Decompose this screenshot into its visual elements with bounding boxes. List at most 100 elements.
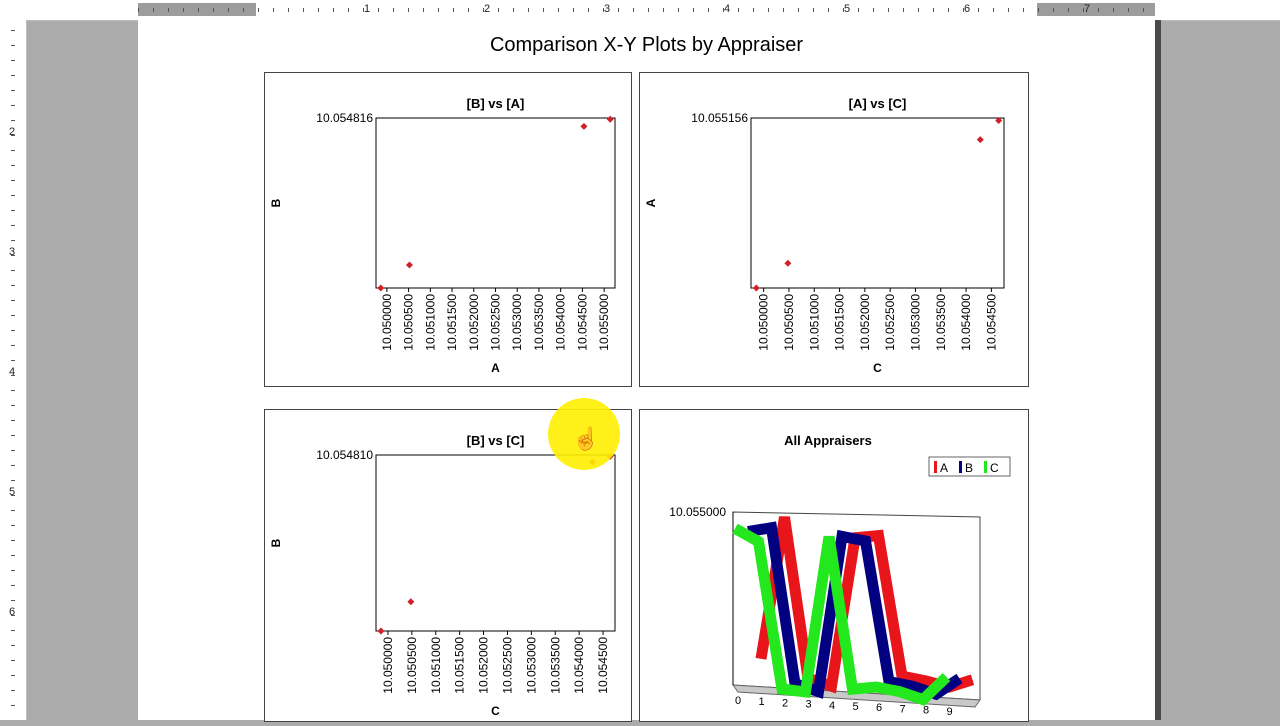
ruler-tick [1068,8,1069,12]
y-tick-label: 10.055156 [691,111,748,125]
ruler-tick [363,8,364,12]
ruler-number: 4 [9,366,16,378]
x-tick-label: 7 [899,703,905,715]
data-point [405,261,413,269]
horizontal-ruler[interactable]: 1 2 3 4 5 6 7 [0,0,1280,21]
legend-swatch [959,461,962,473]
x-tick-label: 10.054500 [984,294,998,351]
vertical-ruler[interactable]: 2 3 4 5 6 [0,20,27,720]
ruler-tick [768,8,769,12]
ruler-tick [723,8,724,12]
scatter-chart-b-vs-c: [B] vs [C] 10.054810 10.050000 10.050500 10.… [269,433,616,718]
y-axis-label: B [269,198,283,207]
ruler-number: 3 [9,246,16,258]
ruler-tick [153,8,154,12]
ruler-tick [903,8,904,12]
x-tick-label: 6 [876,702,882,714]
legend-entry: A [940,461,948,475]
ruler-tick [11,90,15,91]
ruler-tick [11,540,15,541]
ruler-tick [11,630,15,631]
ruler-tick [288,8,289,12]
x-tick-label: 10.051500 [445,294,459,351]
chart-panel-b-vs-a[interactable]: [B] vs [A] 10.054816 10.050000 10.050500 10.… [264,72,632,387]
ruler-tick [1008,8,1009,12]
ruler-tick [11,60,15,61]
line-chart-all-appraisers: All Appraisers A B C 10.055000 0 1 2 3 4 5 6 7 8 9 [669,433,1011,718]
ruler-tick [11,585,15,586]
ruler-tick [708,8,709,12]
ruler-number: 1 [364,3,371,15]
ruler-tick [11,450,15,451]
x-tick-label: 10.054500 [596,637,610,694]
x-tick-label: 8 [923,705,929,717]
ruler-tick [11,255,15,256]
ruler-tick [11,420,15,421]
ruler-number: 5 [9,486,16,498]
legend-entry: B [965,461,973,475]
ruler-tick [11,240,15,241]
legend-entry: C [990,461,999,475]
ruler-tick [933,8,934,12]
x-tick-label: 10.053500 [934,294,948,351]
document-page: Comparison X-Y Plots by Appraiser [B] vs… [138,20,1155,722]
x-tick-label: 10.050000 [380,294,394,351]
ruler-number: 5 [844,3,851,15]
x-tick-label: 10.050500 [402,294,416,351]
ruler-tick [633,8,634,12]
chart-title: [B] vs [A] [467,96,525,111]
legend-box [928,456,1011,477]
chart-legend: A B C [928,456,1011,477]
x-tick-label: 10.054000 [572,637,586,694]
ruler-tick [678,8,679,12]
ruler-tick [858,8,859,12]
ruler-tick [11,390,15,391]
ruler-tick [11,435,15,436]
y-axis-label: B [269,538,283,547]
legend-swatch [934,461,937,473]
plot-area [750,117,1005,289]
ruler-tick [11,525,15,526]
x-tick-label: 10.050000 [381,637,395,694]
x-tick-label: 10.052500 [500,637,514,694]
ruler-tick [798,8,799,12]
chart-title: All Appraisers [784,433,872,448]
data-point [784,259,792,267]
data-point [377,627,385,635]
x-tick-label: 1 [758,696,764,708]
ruler-left-margin [138,3,256,16]
ruler-tick [978,8,979,12]
x-tick-label: 10.053000 [524,637,538,694]
ruler-tick [843,8,844,12]
x-axis-label: A [491,361,500,375]
x-tick-label: 5 [852,701,858,713]
data-point [752,284,760,292]
ruler-tick [11,405,15,406]
x-tick-label: 10.055000 [597,294,611,351]
ruler-tick [783,8,784,12]
ruler-tick [1098,8,1099,12]
data-point [407,598,415,606]
ruler-tick [828,8,829,12]
series-line-c [732,523,951,706]
y-tick-label: 10.054810 [316,448,373,462]
ruler-number: 4 [724,3,731,15]
chart-panel-all-appraisers[interactable]: All Appraisers A B C 10.055000 0 1 2 3 4 5 6 7 8 9 [639,409,1029,722]
ruler-tick [378,8,379,12]
x-axis-label: C [491,704,500,718]
ruler-tick [423,8,424,12]
ruler-tick [948,8,949,12]
ruler-tick [11,75,15,76]
ruler-tick [1128,8,1129,12]
ruler-tick [138,8,139,12]
ruler-tick [618,8,619,12]
ruler-tick [11,195,15,196]
x-axis-label: C [873,361,882,375]
ruler-number: 2 [9,126,16,138]
chart-panel-a-vs-c[interactable]: [A] vs [C] 10.055156 10.050000 10.050500 10.… [639,72,1029,387]
ruler-tick [468,8,469,12]
ruler-tick [11,210,15,211]
x-tick-label: 10.050000 [757,294,771,351]
ruler-tick [918,8,919,12]
legend-swatch [984,461,987,473]
